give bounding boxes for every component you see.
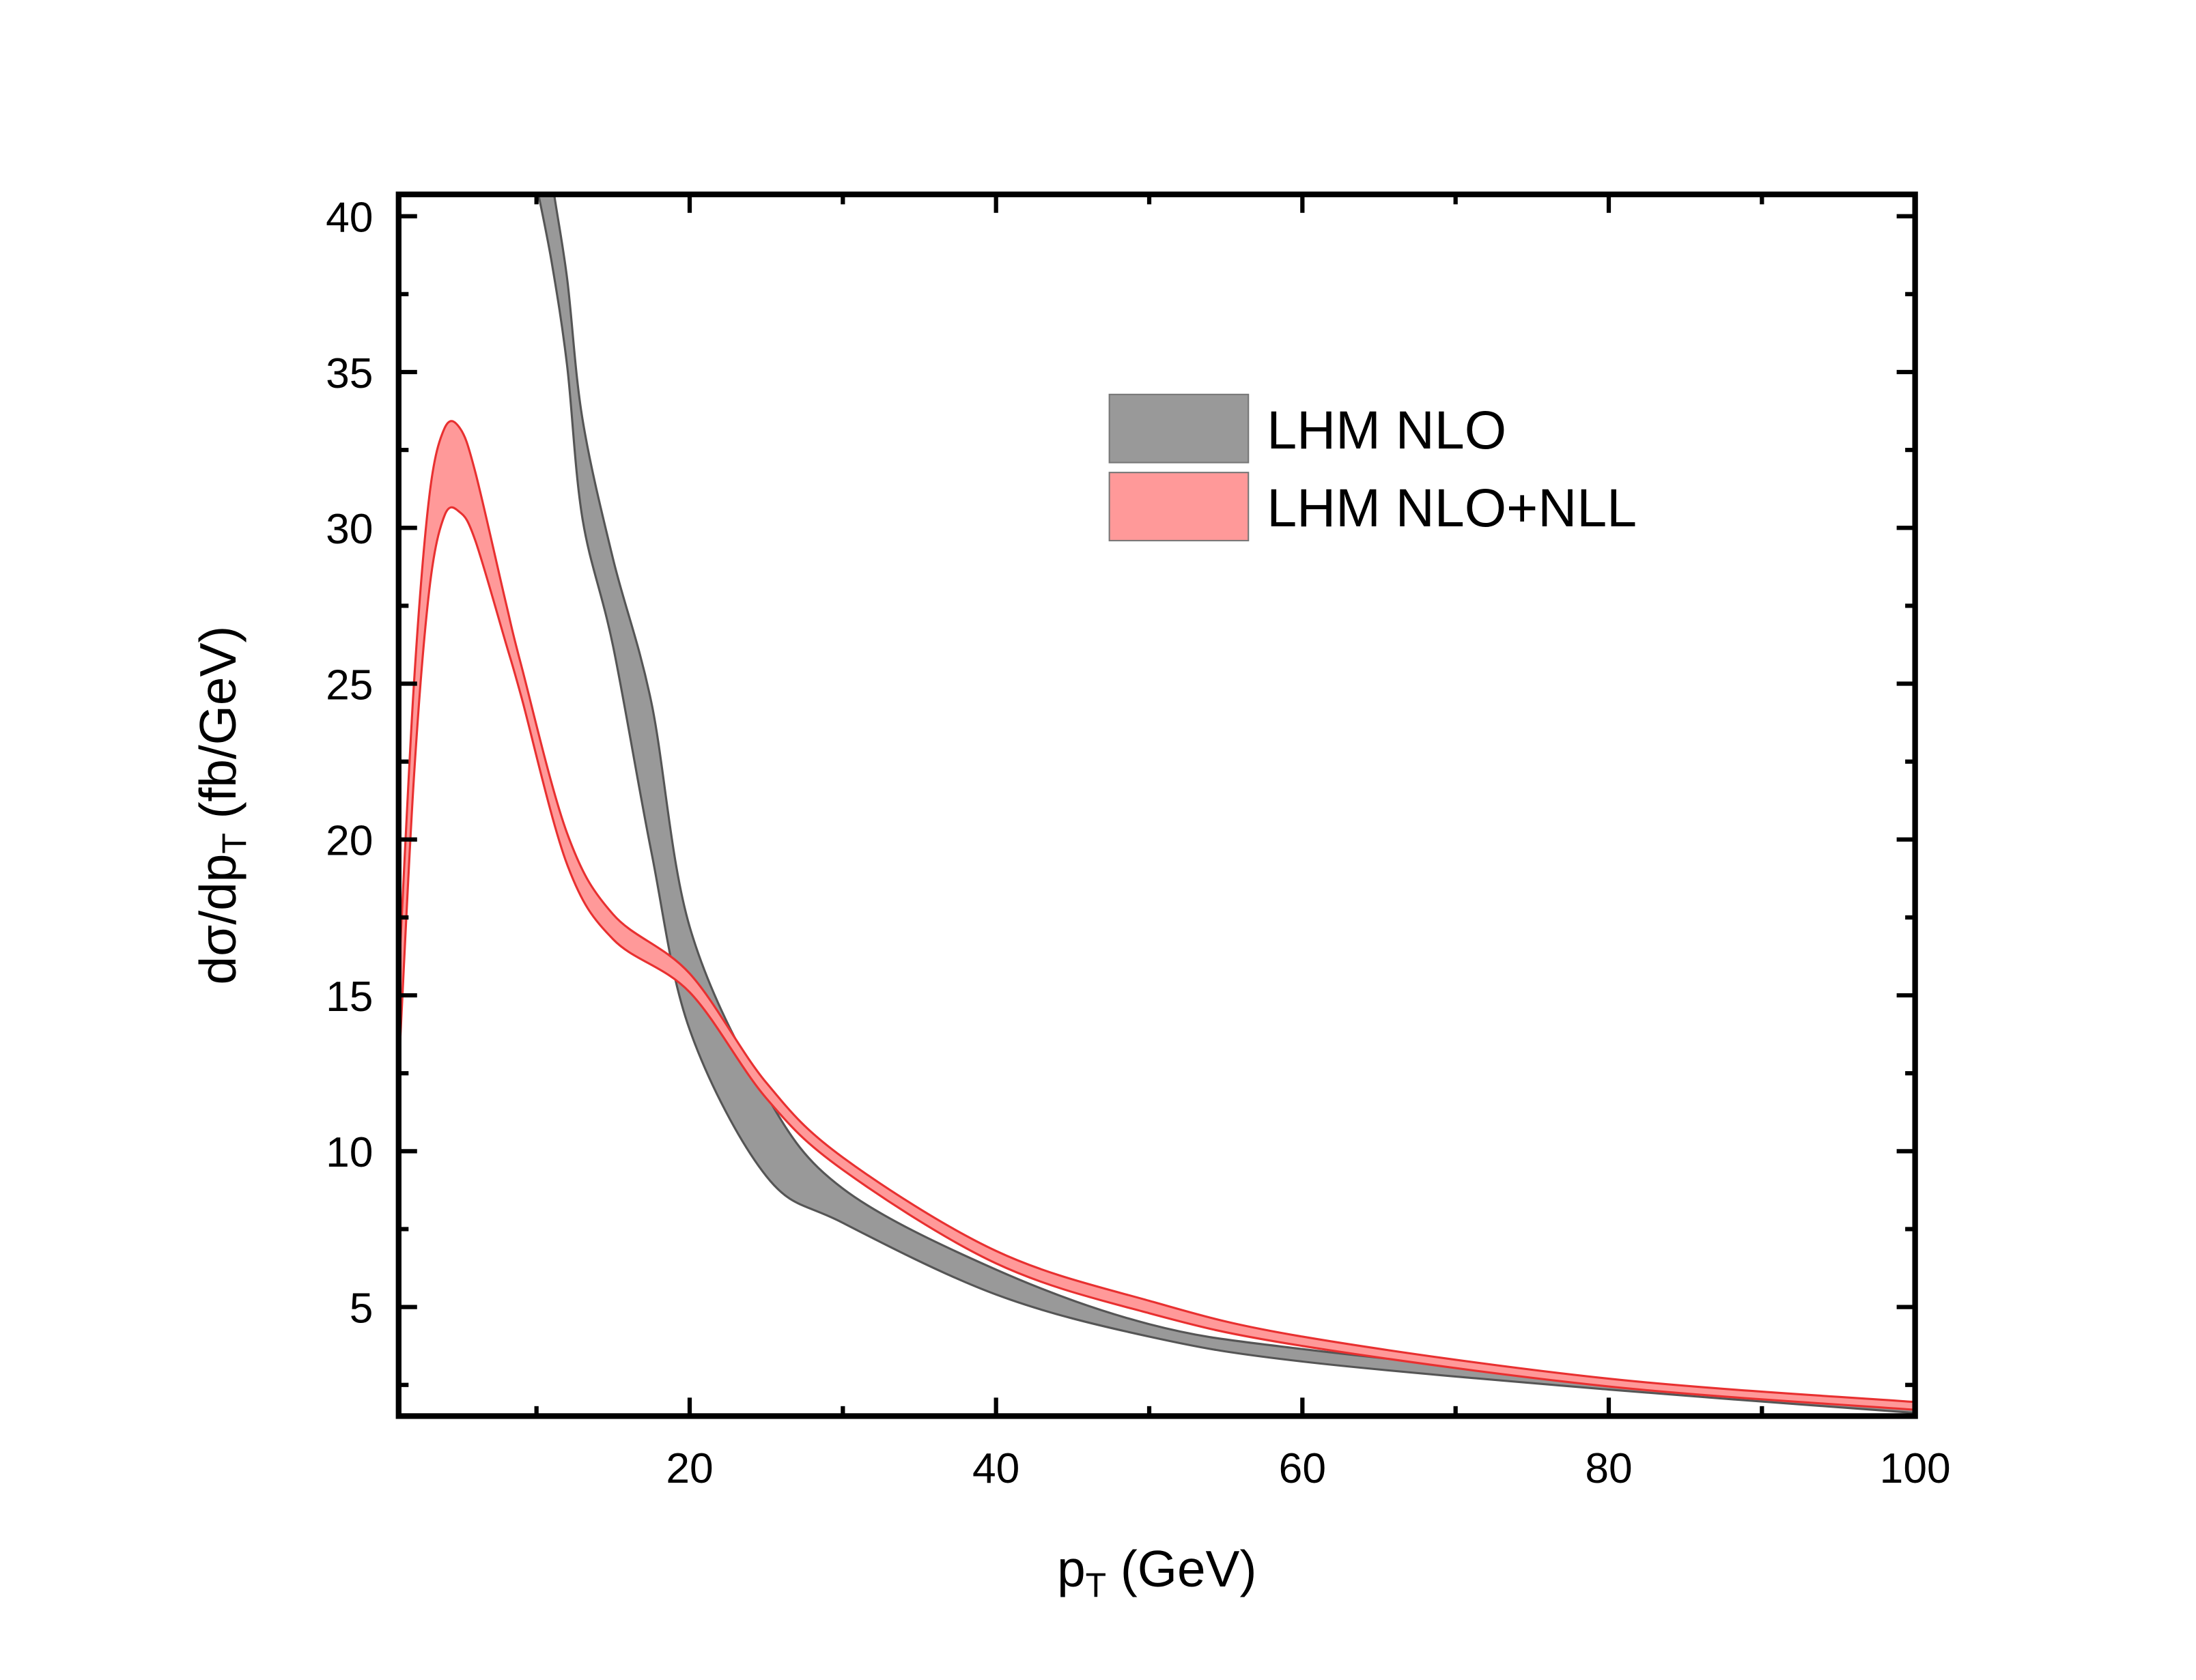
y-tick-label: 20 (326, 818, 373, 865)
legend-swatch (1108, 393, 1250, 464)
band-upper-edge (398, 420, 1915, 1404)
y-tick-label: 35 (326, 350, 373, 397)
xlabel-part: p (1057, 1540, 1086, 1597)
ylabel: dσ/dpT (fb/GeV) (189, 626, 253, 985)
plot-area (398, 194, 1915, 1414)
x-tick-label: 40 (972, 1445, 1019, 1492)
x-tick-label: 80 (1585, 1445, 1632, 1492)
band-upper-edge (552, 194, 1915, 1405)
y-tick-label: 40 (326, 195, 373, 242)
band-fill (398, 421, 1915, 1410)
xlabel-part: (GeV) (1106, 1540, 1256, 1597)
band-lower-edge (537, 194, 1915, 1414)
band-fill (538, 194, 1915, 1413)
plot-frame (395, 191, 1918, 1419)
xlabel: pT (GeV) (1057, 1540, 1256, 1604)
band-lower-edge (398, 506, 1915, 1411)
legend-label: LHM NLO+NLL (1267, 478, 1637, 538)
y-tick-label: 15 (326, 973, 373, 1021)
ylabel-part: dσ/dp (189, 854, 247, 985)
y-tick-label: 30 (326, 506, 373, 553)
y-tick-label: 5 (350, 1285, 374, 1332)
ylabel-part: T (215, 833, 253, 853)
x-tick-label: 60 (1279, 1445, 1326, 1492)
y-tick-label: 25 (326, 661, 373, 709)
legend-swatch (1108, 472, 1250, 541)
ylabel-part: (fb/GeV) (189, 626, 247, 834)
x-tick-label: 100 (1880, 1445, 1951, 1492)
legend-label: LHM NLO (1267, 400, 1506, 460)
xlabel-part: T (1086, 1566, 1106, 1604)
x-tick-label: 20 (666, 1445, 713, 1492)
y-tick-label: 10 (326, 1129, 373, 1176)
